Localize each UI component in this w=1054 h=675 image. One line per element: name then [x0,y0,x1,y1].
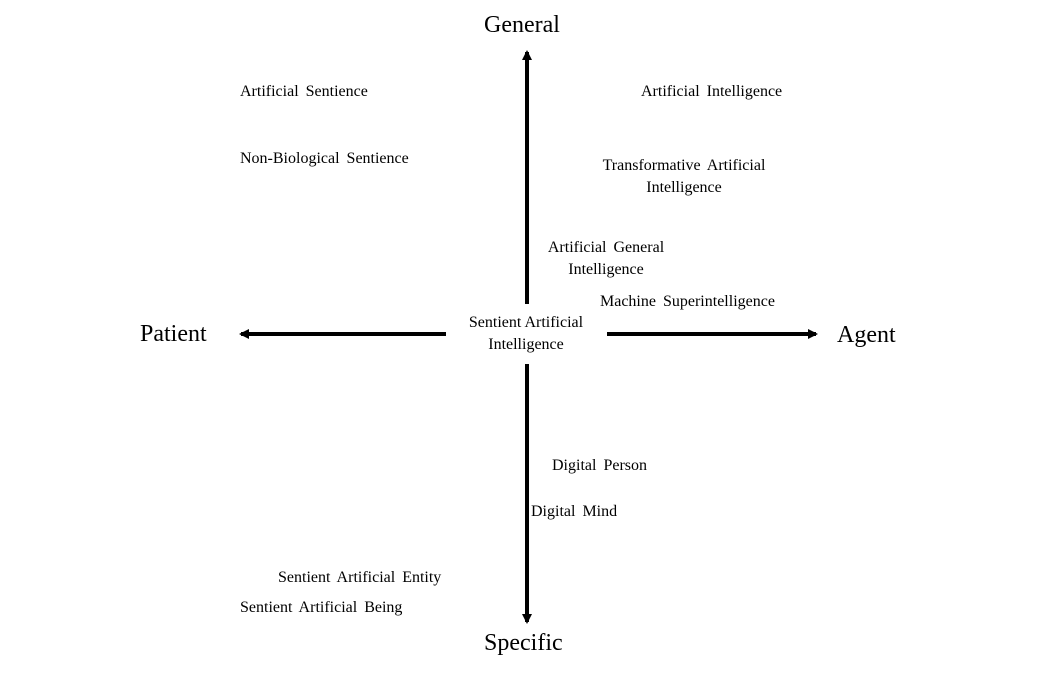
term-agi: Artificial General Intelligence [538,237,674,281]
center-term-line2: Intelligence [488,336,564,353]
axis-label-agent: Agent [837,322,896,348]
term-sentient-artificial-entity: Sentient Artificial Entity [278,569,442,586]
term-transformative-ai-line2: Intelligence [646,179,722,196]
term-agi-line2: Intelligence [568,261,644,278]
term-digital-person: Digital Person [552,457,647,474]
term-digital-mind: Digital Mind [531,503,618,520]
term-agi-line1: Artificial General [547,239,665,256]
center-term-line1: Sentient Artificial [468,314,584,331]
axis-label-patient: Patient [140,321,207,347]
term-transformative-ai-line1: Transformative Artificial [602,157,766,174]
axis-label-general: General [484,12,560,38]
center-term: Sentient Artificial Intelligence [446,312,606,356]
term-artificial-intelligence: Artificial Intelligence [641,83,783,100]
term-sentient-artificial-being: Sentient Artificial Being [240,599,403,616]
term-artificial-sentience: Artificial Sentience [240,83,368,100]
axis-label-specific: Specific [484,630,563,656]
term-machine-superintelligence: Machine Superintelligence [600,293,775,310]
term-non-biological-sentience: Non-Biological Sentience [240,150,409,167]
term-transformative-ai: Transformative Artificial Intelligence [590,155,778,199]
